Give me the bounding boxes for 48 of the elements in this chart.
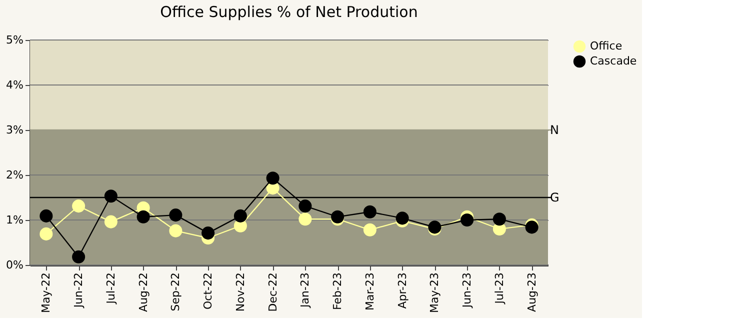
point	[460, 213, 474, 227]
x-tick-label: May-23	[428, 272, 442, 314]
y-tick-label: 1%	[6, 214, 24, 226]
legend-label: Office	[590, 40, 622, 52]
point	[40, 227, 53, 240]
x-tick-label: Aug-22	[136, 272, 150, 312]
y-tick-label: 4%	[6, 78, 24, 92]
x-tick-label: Mar-23	[363, 272, 376, 311]
point	[234, 209, 247, 222]
x-tick-label: Jan-23	[298, 272, 312, 308]
point	[492, 212, 506, 226]
x-tick-label: Aug-23	[525, 272, 538, 312]
x-tick-label: Oct-22	[202, 272, 215, 310]
x-tick-label: Jul-22	[104, 272, 118, 305]
point	[298, 200, 312, 213]
point	[136, 210, 150, 224]
x-tick-label: May-22	[40, 272, 53, 314]
x-tick-label: Jun-22	[72, 272, 86, 309]
ref-line-label: G	[550, 190, 560, 204]
point	[363, 205, 376, 218]
chart-title: Office Supplies % of Net Prodution	[160, 3, 418, 21]
x-tick-label: Apr-23	[396, 272, 409, 309]
point	[331, 210, 344, 224]
x-tick-label: Feb-23	[331, 272, 344, 310]
point	[202, 226, 215, 240]
point	[72, 250, 86, 264]
point	[396, 212, 409, 225]
x-tick-label: Dec-22	[266, 272, 280, 312]
x-tick-label: Jun-23	[460, 272, 474, 309]
point	[266, 172, 280, 185]
point	[298, 212, 312, 226]
y-tick-label: 3%	[6, 124, 24, 136]
point	[104, 190, 118, 203]
point	[104, 215, 118, 228]
point	[40, 209, 53, 222]
point	[72, 200, 86, 213]
x-tick-label: Jul-23	[492, 272, 506, 305]
legend-label: Cascade	[590, 54, 637, 68]
point	[363, 223, 376, 236]
point	[525, 220, 538, 234]
point	[169, 208, 182, 222]
x-tick-label: Sep-22	[169, 272, 182, 312]
y-tick-label: 0%	[6, 258, 24, 272]
y-tick-label: 2%	[6, 168, 24, 182]
point	[169, 224, 182, 238]
x-tick-label: Nov-22	[234, 272, 247, 312]
ref-line-label: N	[550, 123, 559, 137]
y-tick-label: 5%	[6, 34, 24, 46]
